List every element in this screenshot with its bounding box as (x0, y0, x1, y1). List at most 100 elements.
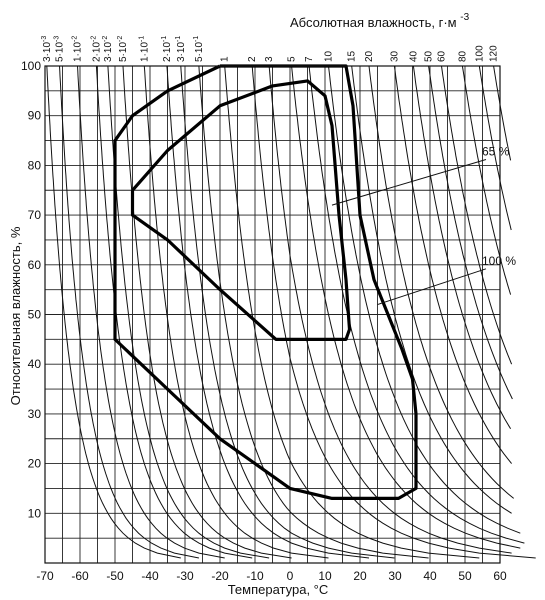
isoline (95, 65, 253, 559)
top-axis-title-text: Абсолютная влажность, г·м (290, 15, 457, 30)
top-axis-title: Абсолютная влажность, г·м -3 (290, 12, 470, 30)
top-axis-title-exponent: -3 (460, 12, 469, 23)
top-tick-label: 10 (324, 50, 335, 62)
x-tick-label: -40 (141, 569, 159, 583)
top-tick-exponent: -1 (193, 36, 200, 42)
grid-lines (44, 66, 501, 563)
top-tick-label: 80 (457, 50, 468, 62)
y-tick-label: 30 (28, 407, 42, 421)
top-tick-label: 3·10-2 (102, 36, 114, 62)
top-tick-mantissa: 60 (437, 50, 448, 62)
annotation-leader-line (331, 158, 487, 206)
isoline (268, 65, 512, 554)
x-tick-label: -20 (211, 569, 229, 583)
y-tick-label: 20 (28, 457, 42, 471)
top-tick-label: 5·10-3 (54, 36, 66, 62)
top-tick-mantissa: 50 (424, 50, 435, 62)
top-tick-exponent: -1 (175, 36, 182, 42)
top-tick-label: 7 (304, 56, 315, 62)
y-tick-label: 90 (28, 109, 42, 123)
isoline (412, 65, 512, 430)
top-tick-exponent: -1 (161, 36, 168, 42)
top-tick-exponent: -3 (41, 36, 48, 42)
top-tick-exponent: -1 (138, 36, 145, 42)
isoline (428, 65, 513, 400)
top-tick-mantissa: 3·10 (103, 42, 114, 62)
top-tick-label: 15 (347, 50, 358, 62)
isoline (143, 65, 329, 559)
isoline (478, 65, 512, 231)
top-tick-exponent: -2 (102, 36, 109, 42)
top-tick-exponent: -2 (72, 36, 79, 42)
x-tick-label: -10 (246, 569, 264, 583)
annotation-label: 65 % (482, 144, 510, 158)
top-tick-label: 2·10-1 (161, 36, 173, 62)
top-tick-mantissa: 80 (457, 50, 468, 62)
y-tick-label: 80 (28, 158, 42, 172)
top-tick-label: 2 (247, 56, 258, 62)
top-tick-label: 1·10-2 (72, 36, 84, 62)
plot-frame (44, 65, 501, 564)
top-tick-mantissa: 7 (304, 56, 315, 62)
isoline (107, 65, 270, 559)
top-tick-mantissa: 100 (474, 45, 485, 62)
isoline (328, 65, 521, 534)
y-axis-title: Относительная влажность, % (8, 226, 23, 405)
x-tick-labels: -70 -60 -50 -40 -30 -20 -10 0 10 20 30 40 50 60 (36, 569, 507, 583)
x-tick-label: 20 (353, 569, 367, 583)
top-tick-label: 40 (408, 50, 419, 62)
annotation-label: 100 % (482, 254, 516, 268)
top-tick-label: 3·10-3 (41, 36, 53, 62)
series-layer (113, 64, 418, 500)
x-tick-label: -30 (176, 569, 194, 583)
top-tick-label: 3 (264, 56, 275, 62)
isoline (441, 65, 513, 365)
isoline (198, 65, 429, 559)
top-tick-label: 20 (364, 50, 375, 62)
top-tick-mantissa: 3·10 (42, 42, 53, 62)
x-tick-label: -50 (106, 569, 124, 583)
series-envelope-100 (113, 64, 418, 500)
top-tick-mantissa: 1 (220, 56, 231, 62)
x-tick-label: -60 (71, 569, 89, 583)
y-tick-label: 70 (28, 208, 42, 222)
isoline (291, 65, 521, 549)
absolute-humidity-isolines (46, 65, 536, 559)
top-tick-label: 60 (437, 50, 448, 62)
y-tick-label: 50 (28, 308, 42, 322)
x-tick-label: -70 (36, 569, 54, 583)
top-tick-exponent: -2 (90, 36, 97, 42)
top-tick-label: 50 (424, 50, 435, 62)
top-tick-mantissa: 40 (408, 50, 419, 62)
x-axis-title: Температура, °С (228, 582, 329, 597)
top-tick-mantissa: 3 (264, 56, 275, 62)
isoline (180, 65, 395, 559)
isoline (251, 65, 536, 559)
y-tick-label: 40 (28, 357, 42, 371)
isoline (493, 65, 512, 161)
top-tick-mantissa: 3·10 (176, 42, 187, 62)
isoline (224, 65, 480, 559)
top-tick-mantissa: 10 (324, 50, 335, 62)
top-tick-mantissa: 5 (287, 56, 298, 62)
isoline (308, 65, 525, 544)
annotations: 65 % 100 % (331, 144, 516, 306)
top-tick-label: 5·10-1 (193, 36, 205, 62)
top-tick-mantissa: 1·10 (73, 42, 84, 62)
top-tick-mantissa: 2·10 (162, 42, 173, 62)
top-tick-mantissa: 5·10 (194, 42, 205, 62)
x-tick-label: 60 (493, 569, 507, 583)
top-tick-label: 2·10-2 (90, 36, 102, 62)
isoline (166, 65, 370, 559)
top-tick-label: 5 (287, 56, 298, 62)
x-tick-label: 0 (287, 569, 294, 583)
top-tick-label: 3·10-1 (175, 36, 187, 62)
top-tick-mantissa: 20 (364, 50, 375, 62)
top-tick-label: 100 (474, 45, 485, 62)
top-tick-label: 1 (220, 56, 231, 62)
top-tick-mantissa: 2 (247, 56, 258, 62)
top-tick-labels: 3·10-35·10-31·10-22·10-23·10-25·10-21·10… (41, 36, 500, 62)
top-tick-exponent: -2 (117, 36, 124, 42)
top-tick-exponent: -3 (54, 36, 61, 42)
